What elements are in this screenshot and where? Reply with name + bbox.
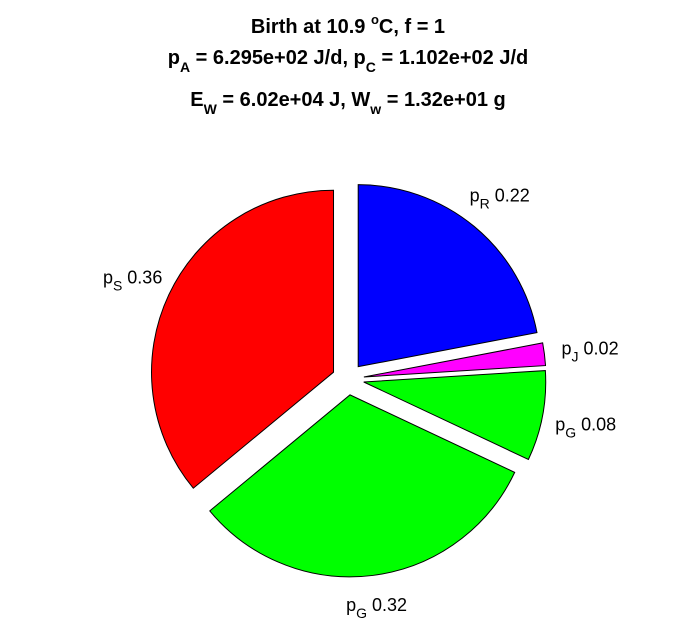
slice-label-subscript: G <box>356 605 367 618</box>
title-line-3: EW = 6.02e+04 J, Ww = 1.32e+01 g <box>190 89 505 117</box>
slice-label-value: 0.22 <box>490 186 530 206</box>
slice-label-name: p <box>103 268 113 288</box>
slice-label: pS 0.36 <box>103 268 162 294</box>
title-text: E <box>190 89 203 111</box>
slice-label-subscript: J <box>572 348 579 364</box>
slice-label-value: 0.08 <box>576 414 616 434</box>
slice-label-name: p <box>562 338 572 358</box>
slice-label: pG 0.32 <box>346 595 407 618</box>
chart-title: Birth at 10.9 oC, f = 1 pA = 6.295e+02 J/… <box>168 12 529 117</box>
title-text: p <box>168 47 180 69</box>
title-text: W <box>204 101 218 117</box>
pie-slice <box>363 370 547 461</box>
slice-label-subscript: G <box>565 424 576 440</box>
pie-slice <box>151 189 335 489</box>
title-text: A <box>180 59 190 75</box>
title-text: = 6.02e+04 J, W <box>217 89 371 111</box>
slice-label-value: 0.32 <box>367 595 407 615</box>
pie-slice <box>357 184 538 368</box>
slice-label: pG 0.08 <box>555 414 616 440</box>
slice-label-subscript: R <box>480 196 490 212</box>
title-line-2: pA = 6.295e+02 J/d, pC = 1.102e+02 J/d <box>168 47 529 75</box>
title-text: = 1.102e+02 J/d <box>376 47 528 69</box>
title-text: Birth at 10.9 <box>251 16 371 38</box>
slice-label-name: p <box>470 186 480 206</box>
title-line-1: Birth at 10.9 oC, f = 1 <box>251 12 445 38</box>
slice-label-value: 0.36 <box>122 268 162 288</box>
title-text: o <box>371 12 379 27</box>
slice-label-name: p <box>555 414 565 434</box>
slice-label: pR 0.22 <box>470 186 530 212</box>
slice-label-name: p <box>346 595 356 615</box>
slice-label: pJ 0.02 <box>562 338 619 364</box>
title-text: C <box>366 59 376 75</box>
slice-label-subscript: S <box>113 278 122 294</box>
title-text: C, f = 1 <box>379 16 445 38</box>
title-text: = 6.295e+02 J/d, p <box>190 47 366 69</box>
pie-slice <box>363 342 547 378</box>
title-text: w <box>369 101 381 117</box>
pie-slice <box>209 394 516 578</box>
pie-slices <box>151 184 547 578</box>
slice-label-value: 0.02 <box>579 338 619 358</box>
title-text: = 1.32e+01 g <box>381 89 506 111</box>
